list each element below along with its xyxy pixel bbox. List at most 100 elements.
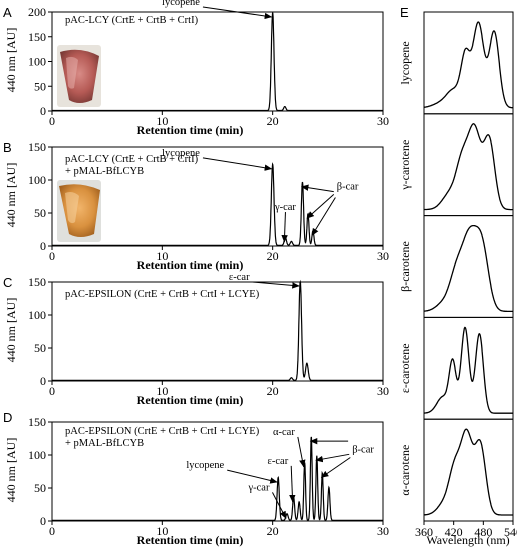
x-tick-label: 10 [156,249,168,263]
chromatogram-panel-b: 440 nm [AU] Retention time (min) pAC-LCY… [4,140,389,272]
peak-arrow [272,492,287,519]
ylabel-d: 440 nm [AU] [4,438,18,503]
spectrum-frame [423,418,514,522]
peak-label: ε-car [267,456,288,467]
y-tick-label: 50 [34,481,46,495]
y-tick-label: 50 [34,206,46,220]
peak-label: γ-car [274,202,296,213]
y-tick-label: 150 [28,30,46,44]
spectrum-trace [424,21,513,109]
x-tick-label: 360 [415,525,433,539]
x-tick-label: 10 [156,384,168,398]
x-tick-label: 20 [267,384,279,398]
peak-arrow [202,157,273,171]
chromatogram-trace [52,436,383,521]
spectrum-trace [423,224,513,313]
y-tick-label: 100 [28,448,46,462]
y-tick-label: 150 [28,275,46,289]
title-b: pAC-LCY (CrtE + CrtB + CrtI) [65,154,199,165]
x-tick-label: 0 [49,114,55,128]
panel-letter-e: E [400,5,409,20]
x-tick-label: 0 [49,384,55,398]
spectra-panel-e: Wavelength (nm) lycopene γ-carotene β-caro… [398,11,517,547]
x-tick-label: 30 [377,384,389,398]
ylabel-c: 440 nm [AU] [4,298,18,363]
peak-arrow [300,184,334,193]
spectrum-name: lycopene [398,41,412,84]
x-tick-label: 0 [49,524,55,538]
plot-frame [51,11,384,112]
plot-frame [51,421,384,522]
peak-label: lycopene [186,460,224,471]
inset-photo-b [57,180,101,242]
peak-label: ε-car [229,272,250,283]
title-d: pAC-EPSILON (CrtE + CrtB + CrtI + LCYE) [65,426,260,437]
y-tick-label: 150 [28,415,46,429]
y-tick-label: 0 [40,239,46,253]
title-c: pAC-EPSILON (CrtE + CrtB + CrtI + LCYE) [65,289,260,300]
panel-letter-c: C [3,275,12,290]
spectrum-name: α-carotene [398,445,412,496]
peak-arrow [306,193,335,219]
spectrum-trace [424,326,513,414]
chromatogram-trace [52,12,383,112]
y-tick-label: 100 [28,308,46,322]
panel-letter-a: A [3,5,12,20]
spectrum-frame [423,316,514,420]
peak-arrow [297,436,306,468]
chromatogram-panel-d: 440 nm [AU] Retention time (min) pAC-EPS… [4,415,389,547]
x-tick-label: 10 [156,114,168,128]
y-tick-label: 0 [40,514,46,528]
spectrum-name: β-carotene [398,241,412,292]
peak-label: lycopene [162,0,200,8]
spectrum-trace [423,428,513,516]
x-tick-label: 30 [377,249,389,263]
x-tick-label: 20 [267,524,279,538]
peak-label: β-car [352,444,374,455]
x-tick-label: 480 [474,525,492,539]
xlabel-c: Retention time (min) [137,393,244,407]
title-a: pAC-LCY (CrtE + CrtB + CrtI) [65,15,199,26]
chromatogram-trace [52,279,383,381]
x-tick-label: 20 [267,249,279,263]
plot-frame [51,146,384,247]
xlabel-e: Wavelength (nm) [426,533,509,547]
spectrum-name: γ-carotene [398,140,412,191]
x-tick-label: 10 [156,524,168,538]
xlabel-a: Retention time (min) [137,123,244,137]
peak-arrow [289,465,296,503]
x-tick-label: 420 [445,525,463,539]
y-tick-label: 50 [34,79,46,93]
peak-label: β-car [337,182,359,193]
x-tick-label: 30 [377,524,389,538]
y-tick-label: 150 [28,140,46,154]
spectrum-trace [424,123,513,211]
inset-photo-a [57,45,101,107]
peak-arrow [202,6,273,20]
peak-label: γ-car [247,482,269,493]
y-tick-label: 0 [40,374,46,388]
y-tick-label: 100 [28,55,46,69]
chromatogram-panel-a: 440 nm [AU] Retention time (min) pAC-LCY… [4,0,389,137]
peak-arrow [320,457,351,478]
y-tick-label: 0 [40,104,46,118]
spectrum-frame [423,215,514,318]
ylabel-a: 440 nm [AU] [4,28,18,93]
peak-arrow [281,212,288,243]
spectrum-name: ε-carotene [398,343,412,393]
xlabel-b: Retention time (min) [137,258,244,272]
x-tick-label: 0 [49,249,55,263]
x-tick-label: 20 [267,114,279,128]
y-tick-label: 200 [28,5,46,19]
chromatogram-trace [52,162,383,246]
chromatogram-panel-c: 440 nm [AU] Retention time (min) pAC-EPS… [4,272,389,407]
peak-arrow [315,453,350,463]
peak-arrow [227,469,278,484]
peak-label: α-car [273,427,295,438]
ylabel-b: 440 nm [AU] [4,163,18,228]
x-tick-label: 540 [504,525,517,539]
x-tick-label: 30 [377,114,389,128]
xlabel-d: Retention time (min) [137,533,244,547]
peak-label: lycopene [162,148,200,159]
